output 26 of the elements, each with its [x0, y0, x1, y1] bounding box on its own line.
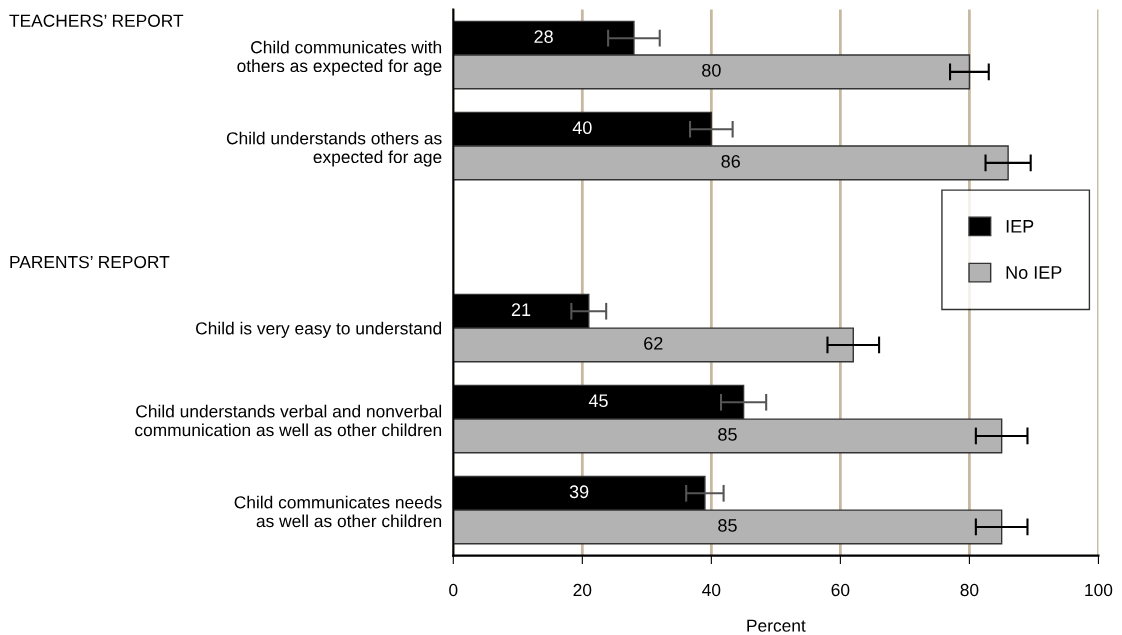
data-label: 62	[644, 336, 663, 350]
data-label: 45	[588, 394, 608, 408]
data-label: 39	[569, 485, 589, 499]
y-tick-label: Child is very easy to understand	[196, 321, 442, 338]
y-tick-label: Child communicates needs as well as other children	[234, 495, 442, 528]
data-label: 85	[718, 519, 737, 532]
legend-label: No IEP	[1006, 266, 1062, 279]
legend-label: IEP	[1006, 220, 1034, 233]
y-tick-label: Child understands others as expected for age	[226, 131, 442, 167]
data-label: 86	[721, 154, 740, 168]
data-label: 40	[572, 121, 592, 135]
text: PARENTS’ REPORT	[10, 255, 170, 269]
data-label: 85	[718, 428, 737, 441]
y-tick-label: Child communicates with others as expected for age	[237, 40, 442, 76]
data-label: 28	[534, 30, 553, 44]
x-tick-label: 60	[831, 583, 850, 597]
data-label: 80	[702, 63, 721, 77]
x-tick-label: 20	[573, 583, 592, 597]
x-tick-label: 0	[449, 583, 458, 597]
data-label: 21	[511, 303, 531, 316]
x-tick-label: 80	[960, 583, 979, 597]
y-tick-label: Child understands verbal and nonverbal communication as well as other children	[135, 404, 442, 437]
x-axis-title: Percent	[747, 619, 806, 632]
x-tick-label: 40	[702, 583, 721, 597]
x-tick-label: 100	[1085, 583, 1113, 597]
text: TEACHERS’ REPORT	[9, 14, 184, 27]
